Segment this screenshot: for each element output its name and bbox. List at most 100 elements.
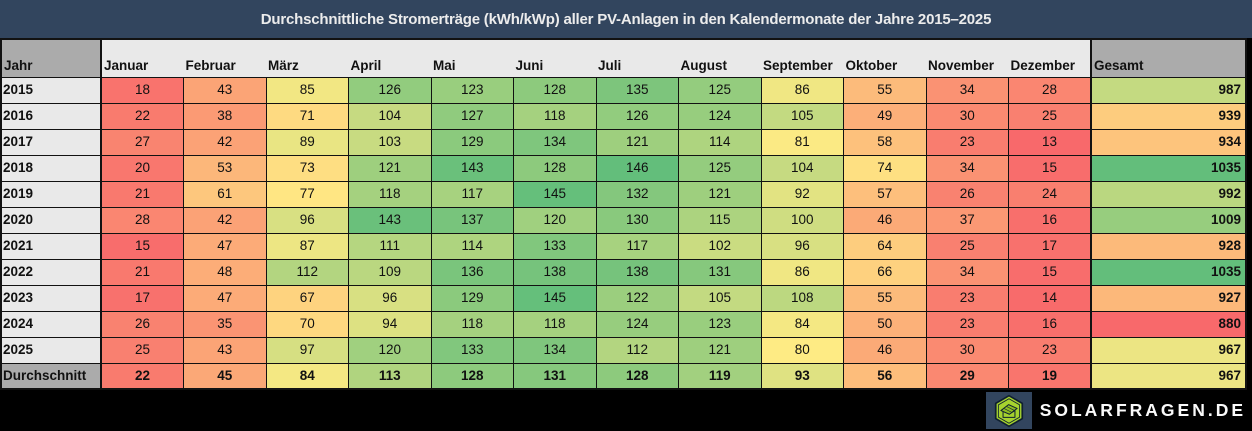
row-label-year: 2021 <box>0 232 102 260</box>
value-cell: 111 <box>348 232 432 260</box>
value-cell: 92 <box>760 180 844 208</box>
value-cell: 25 <box>925 232 1009 260</box>
value-cell: 55 <box>843 284 927 312</box>
value-cell: 71 <box>265 102 349 130</box>
total-cell: 987 <box>1090 76 1247 104</box>
title-band: Durchschnittliche Stromerträge (kWh/kWp)… <box>0 0 1252 38</box>
value-cell: 15 <box>1008 154 1092 182</box>
value-cell: 117 <box>595 232 679 260</box>
value-cell: 103 <box>348 128 432 156</box>
brand-logo <box>985 392 1032 429</box>
value-cell: 118 <box>513 102 597 130</box>
value-cell: 125 <box>678 154 762 182</box>
table-row: 2022 21 48 112 109 136 138 138 131 86 66 34 15 1035 <box>0 258 1247 286</box>
value-cell: 22 <box>100 102 184 130</box>
row-label-year: 2024 <box>0 310 102 338</box>
value-cell: 146 <box>595 154 679 182</box>
column-header-month-10: Oktober <box>843 38 926 78</box>
value-cell: 34 <box>925 258 1009 286</box>
value-cell: 14 <box>1008 284 1092 312</box>
column-header-month-7: Juli <box>596 38 679 78</box>
value-cell: 27 <box>100 128 184 156</box>
value-cell: 56 <box>843 362 927 390</box>
value-cell: 15 <box>1008 258 1092 286</box>
value-cell: 89 <box>265 128 349 156</box>
value-cell: 13 <box>1008 128 1092 156</box>
column-header-month-12: Dezember <box>1008 38 1091 78</box>
value-cell: 100 <box>760 206 844 234</box>
value-cell: 47 <box>183 284 267 312</box>
total-cell: 934 <box>1090 128 1247 156</box>
value-cell: 67 <box>265 284 349 312</box>
value-cell: 115 <box>678 206 762 234</box>
data-table: Jahr Januar Februar März April Mai Juni Juli Aug… <box>0 38 1247 390</box>
column-header-year: Jahr <box>1 38 102 78</box>
column-header-month-5: Mai <box>431 38 514 78</box>
value-cell: 96 <box>760 232 844 260</box>
value-cell: 61 <box>183 180 267 208</box>
value-cell: 127 <box>430 102 514 130</box>
value-cell: 112 <box>265 258 349 286</box>
value-cell: 28 <box>1008 76 1092 104</box>
table-row: 2024 26 35 70 94 118 118 124 123 84 50 23 16 880 <box>0 310 1247 338</box>
value-cell: 86 <box>760 76 844 104</box>
value-cell: 118 <box>348 180 432 208</box>
value-cell: 112 <box>595 336 679 364</box>
page-title: Durchschnittliche Stromerträge (kWh/kWp)… <box>260 10 992 28</box>
table-row: 2018 20 53 73 121 143 128 146 125 104 74 34 15 1035 <box>0 154 1247 182</box>
value-cell: 84 <box>760 310 844 338</box>
value-cell: 118 <box>430 310 514 338</box>
value-cell: 30 <box>925 336 1009 364</box>
value-cell: 26 <box>100 310 184 338</box>
value-cell: 114 <box>678 128 762 156</box>
column-header-total: Gesamt <box>1090 38 1246 78</box>
value-cell: 43 <box>183 336 267 364</box>
value-cell: 34 <box>925 154 1009 182</box>
value-cell: 26 <box>925 180 1009 208</box>
value-cell: 94 <box>348 310 432 338</box>
value-cell: 58 <box>843 128 927 156</box>
value-cell: 34 <box>925 76 1009 104</box>
total-cell: 967 <box>1090 336 1247 364</box>
value-cell: 85 <box>265 76 349 104</box>
table-row: 2025 25 43 97 120 133 134 112 121 80 46 30 23 967 <box>0 336 1247 364</box>
value-cell: 145 <box>513 180 597 208</box>
value-cell: 29 <box>925 362 1009 390</box>
value-cell: 121 <box>595 128 679 156</box>
value-cell: 120 <box>348 336 432 364</box>
table-body: 2015 18 43 85 126 123 128 135 125 86 55 34 28 987 2016… <box>0 76 1247 390</box>
average-row-label: Durchschnitt <box>0 362 102 390</box>
total-cell: 939 <box>1090 102 1247 130</box>
value-cell: 66 <box>843 258 927 286</box>
footer: SOLARFRAGEN.DE <box>0 390 1252 431</box>
table-row: 2019 21 61 77 118 117 145 132 121 92 57 26 24 992 <box>0 180 1247 208</box>
table-row: 2017 27 42 89 103 129 134 121 114 81 58 23 13 934 <box>0 128 1247 156</box>
value-cell: 138 <box>595 258 679 286</box>
value-cell: 128 <box>513 76 597 104</box>
row-label-year: 2016 <box>0 102 102 130</box>
value-cell: 25 <box>1008 102 1092 130</box>
value-cell: 96 <box>348 284 432 312</box>
value-cell: 104 <box>348 102 432 130</box>
value-cell: 50 <box>843 310 927 338</box>
value-cell: 117 <box>430 180 514 208</box>
total-cell: 1035 <box>1090 154 1247 182</box>
table-row: 2020 28 42 96 143 137 120 130 115 100 46 37 16 1009 <box>0 206 1247 234</box>
value-cell: 17 <box>1008 232 1092 260</box>
value-cell: 113 <box>348 362 432 390</box>
value-cell: 86 <box>760 258 844 286</box>
value-cell: 120 <box>513 206 597 234</box>
value-cell: 16 <box>1008 310 1092 338</box>
value-cell: 130 <box>595 206 679 234</box>
column-header-month-6: Juni <box>513 38 596 78</box>
value-cell: 80 <box>760 336 844 364</box>
total-cell: 1009 <box>1090 206 1247 234</box>
value-cell: 133 <box>513 232 597 260</box>
table-row: 2023 17 47 67 96 129 145 122 105 108 55 23 14 927 <box>0 284 1247 312</box>
value-cell: 128 <box>430 362 514 390</box>
value-cell: 108 <box>760 284 844 312</box>
value-cell: 47 <box>183 232 267 260</box>
value-cell: 38 <box>183 102 267 130</box>
value-cell: 23 <box>925 128 1009 156</box>
value-cell: 16 <box>1008 206 1092 234</box>
